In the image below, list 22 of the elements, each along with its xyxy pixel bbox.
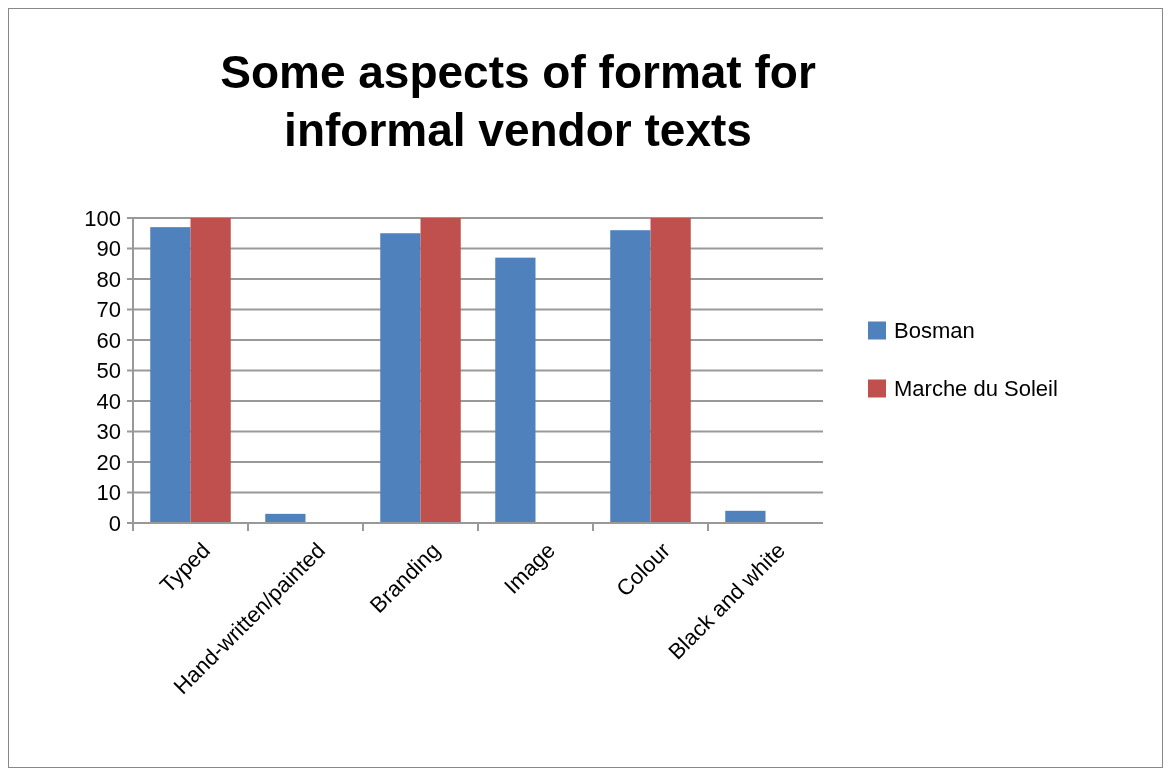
y-tick-label: 50 [96,358,121,384]
bar [150,227,191,523]
y-tick-label: 100 [84,205,121,231]
y-tick-label: 80 [96,266,121,292]
bar [725,510,766,523]
y-tick-label: 20 [96,449,121,475]
y-tick-label: 10 [96,480,121,506]
y-tick-label: 60 [96,327,121,353]
y-tick-label: 70 [96,297,121,323]
bar [650,218,691,523]
y-tick-label: 0 [108,510,121,536]
legend-label: Marche du Soleil [894,376,1058,402]
bar [380,233,421,523]
bar [190,218,231,523]
bar [610,230,651,523]
chart-title: Some aspects of format for informal vendor texts [220,46,816,156]
bar [420,218,461,523]
y-tick-label: 40 [96,388,121,414]
y-tick-label: 30 [96,419,121,445]
bar [495,257,536,523]
legend-label: Bosman [894,318,975,344]
y-tick-label: 90 [96,236,121,262]
